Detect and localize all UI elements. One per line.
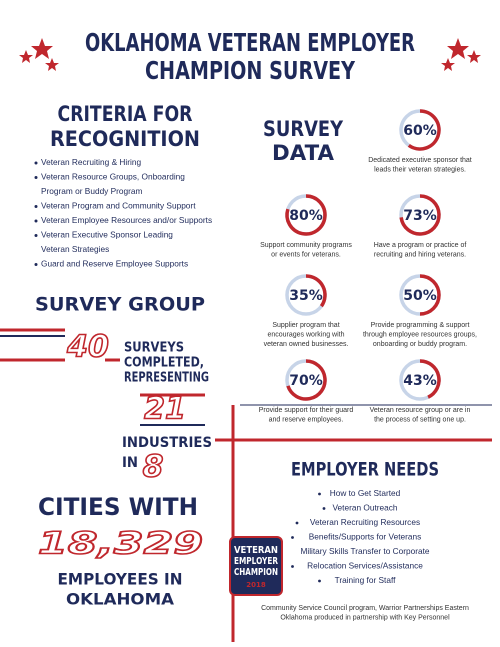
donut-label: 73%: [403, 208, 437, 224]
donut-label: 50%: [403, 288, 437, 304]
donut-label: 35%: [289, 288, 323, 304]
badge-text: VETERAN: [234, 545, 278, 556]
donut-arc: [305, 274, 327, 308]
criteria-item: Guard and Reserve Employee Supports: [41, 259, 188, 269]
big-number: 18,329: [38, 527, 203, 562]
stat-text: OKLAHOMA: [66, 590, 175, 609]
section-heading: EMPLOYER NEEDS: [291, 459, 439, 481]
big-number: 40: [66, 330, 109, 365]
donut-caption: Veteran resource group or are in: [370, 407, 471, 414]
bullet: [34, 205, 38, 208]
donut-caption: and reserve employees.: [269, 416, 344, 423]
bullet: [275, 550, 279, 554]
footnote: Community Service Council program, Warri…: [261, 605, 469, 612]
donut-caption: through employee resources groups,: [363, 331, 477, 338]
needs-item: Veteran Recruiting Resources: [310, 517, 420, 527]
section-heading: CRITERIA FOR: [58, 102, 193, 126]
donut-arc: [285, 194, 327, 236]
criteria-item: Veteran Recruiting & Hiring: [41, 157, 141, 167]
donut-caption: encourages working with: [267, 331, 344, 338]
bullet: [34, 161, 38, 165]
donut-caption: Provide support for their guard: [259, 407, 354, 414]
needs-item: Benefits/Supports for Veterans: [309, 532, 422, 542]
stat-text: INDUSTRIES: [122, 435, 212, 451]
big-number: 8: [143, 450, 164, 485]
donut-arc: [419, 359, 441, 399]
footnote: Oklahoma produced in partnership with Ke…: [280, 614, 450, 621]
donut-label: 60%: [403, 123, 437, 139]
bullet: [318, 579, 321, 583]
needs-item: Veteran Outreach: [332, 503, 397, 513]
donut-caption: onboarding or buddy program.: [373, 341, 467, 348]
bullet: [34, 263, 38, 266]
section-heading: DATA: [272, 141, 335, 165]
donut-label: 70%: [289, 373, 323, 389]
section-heading: SURVEY GROUP: [35, 294, 205, 316]
criteria-item: Program or Buddy Program: [41, 186, 143, 196]
donut-caption: the process of setting one up.: [374, 416, 466, 423]
donut-arc: [399, 194, 441, 236]
bullet: [295, 521, 299, 525]
criteria-item: Veteran Executive Sponsor Leading: [41, 230, 173, 240]
donut-caption: Supplier program that: [272, 322, 339, 329]
donut-caption: leads their veteran strategies.: [374, 166, 466, 173]
stat-text: EMPLOYEES IN: [58, 570, 183, 589]
bullet: [34, 234, 38, 237]
needs-item: How to Get Started: [330, 488, 401, 498]
divider-lines: [0, 328, 492, 642]
donut-arc: [419, 274, 441, 316]
title: OKLAHOMA VETERAN EMPLOYER: [85, 28, 415, 57]
badge-text: CHAMPION: [234, 567, 278, 578]
criteria-item: Veteran Resource Groups, Onboarding: [41, 172, 185, 182]
bullet: [322, 507, 326, 510]
title: CHAMPION SURVEY: [145, 56, 356, 85]
donut-arc: [286, 359, 327, 401]
section-heading: RECOGNITION: [50, 127, 200, 151]
donut-caption: Provide programming & support: [371, 322, 470, 329]
donut-caption: veteran owned businesses.: [264, 341, 349, 348]
donut-caption: Dedicated executive sponsor that: [368, 157, 472, 164]
needs-item: Relocation Services/Assistance: [307, 561, 423, 571]
bullet: [291, 565, 294, 568]
donut-caption: Support community programs: [260, 242, 352, 249]
stat-text: IN: [122, 455, 138, 471]
donut-arc: [407, 109, 441, 151]
donut-label: 43%: [403, 373, 437, 389]
bullet: [318, 492, 321, 496]
criteria-item: Veteran Strategies: [41, 244, 109, 254]
stars: [19, 38, 481, 71]
bullet: [291, 536, 294, 539]
stat-text: CITIES WITH: [38, 493, 198, 521]
badge-text: EMPLOYER: [234, 556, 278, 567]
needs-item: Training for Staff: [335, 575, 397, 585]
donut-label: 80%: [289, 208, 323, 224]
stat-text: REPRESENTING: [124, 371, 209, 386]
bullet: [34, 176, 38, 179]
donut-caption: Have a program or practice of: [374, 242, 467, 249]
stat-text: COMPLETED,: [124, 356, 204, 371]
donut-caption: recruiting and hiring veterans.: [374, 251, 466, 258]
criteria-item: Veteran Employee Resources and/or Suppor…: [41, 215, 212, 225]
section-heading: SURVEY: [263, 117, 344, 141]
needs-item: Military Skills Transfer to Corporate: [300, 546, 429, 556]
donut-caption: or events for veterans.: [271, 251, 341, 258]
bullet: [34, 219, 38, 223]
badge-shape: [229, 536, 283, 596]
big-number: 21: [144, 392, 186, 427]
stat-text: SURVEYS: [124, 341, 184, 356]
badge-year: 2018: [246, 581, 266, 589]
criteria-item: Veteran Program and Community Support: [41, 201, 196, 211]
